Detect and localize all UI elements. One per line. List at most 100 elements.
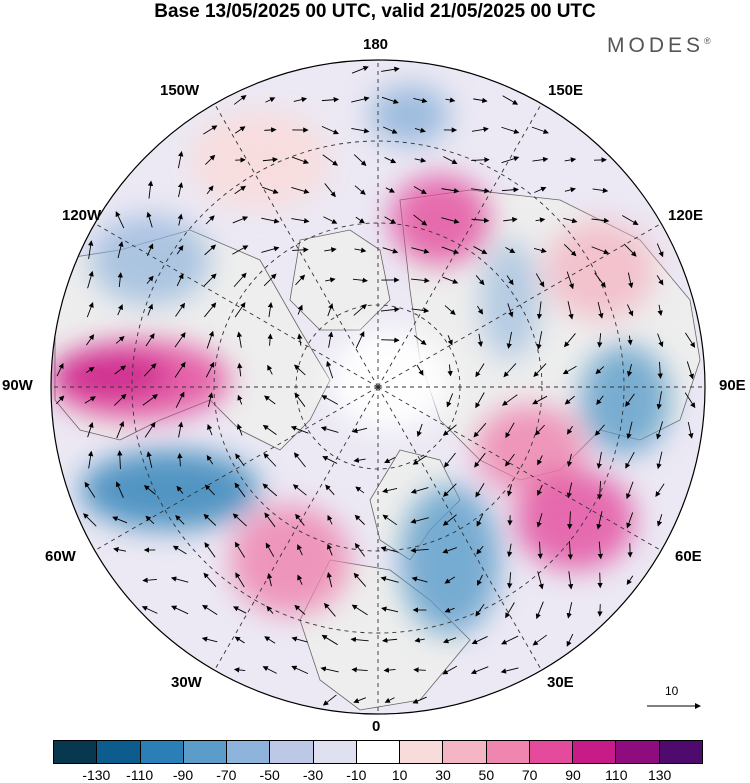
wind-vector	[443, 637, 457, 644]
wind-vector	[294, 604, 306, 615]
wind-vector	[383, 667, 396, 673]
wind-vector	[563, 217, 578, 224]
wind-vector	[657, 304, 663, 317]
anomaly-pos-40w	[230, 505, 350, 615]
wind-vector	[323, 216, 338, 224]
wind-vector	[292, 247, 309, 253]
wind-vector	[353, 697, 367, 704]
wind-vector	[533, 363, 547, 378]
colorbar-swatch	[270, 741, 314, 763]
wind-vector	[172, 545, 187, 555]
wind-vector	[291, 187, 310, 194]
wind-vector	[380, 576, 399, 583]
meridian-line	[377, 386, 662, 551]
colorbar-swatch	[659, 741, 702, 763]
wind-vector	[175, 302, 186, 317]
wind-vector	[326, 543, 333, 556]
wind-vector	[174, 361, 186, 378]
wind-vector	[383, 126, 398, 134]
wind-vector	[325, 277, 336, 283]
wind-vector	[233, 667, 246, 673]
wind-vector	[441, 246, 460, 255]
wind-vector	[413, 667, 426, 673]
wind-vector	[507, 484, 513, 497]
wind-vector	[355, 331, 365, 349]
wind-vector	[566, 633, 574, 647]
wind-vector	[293, 452, 306, 468]
wind-vector	[264, 636, 276, 644]
wind-vector	[471, 187, 490, 194]
wind-vector	[596, 395, 604, 406]
wind-vector	[564, 395, 575, 405]
wind-vector	[411, 576, 428, 583]
wind-vector	[411, 277, 430, 284]
wind-vector	[145, 515, 155, 525]
colorbar-tick-label: -130	[82, 767, 111, 783]
wind-vector	[353, 572, 367, 587]
label-90e: 90E	[719, 377, 746, 394]
wind-vector	[321, 97, 340, 103]
wind-vector	[175, 514, 185, 525]
wind-vector	[413, 97, 428, 104]
wind-vector	[114, 365, 127, 375]
wind-vector	[532, 156, 549, 163]
wind-vector	[291, 665, 309, 675]
wind-vector	[413, 214, 428, 226]
wind-vector	[237, 394, 243, 405]
wind-vector	[117, 450, 123, 469]
meridian-line	[377, 103, 542, 388]
wind-vector	[566, 425, 573, 435]
pole-neutral	[330, 330, 450, 430]
wind-vector	[322, 456, 338, 464]
wind-vector	[55, 395, 65, 405]
wind-vector	[115, 211, 125, 229]
wind-vector	[321, 634, 338, 646]
colorbar-tick-label: -30	[302, 767, 324, 783]
meridian-line	[94, 386, 379, 551]
wind-vector	[470, 666, 489, 675]
wind-vector	[412, 696, 427, 704]
wind-vector	[537, 484, 543, 496]
wind-vector	[323, 602, 336, 617]
wind-vector	[232, 245, 249, 255]
wind-vector	[381, 306, 400, 313]
wind-vector	[87, 450, 94, 469]
wind-vector	[117, 241, 124, 259]
wind-vector	[327, 303, 334, 317]
wind-vector	[447, 335, 453, 346]
wind-vector	[656, 243, 664, 258]
wind-vector	[442, 514, 457, 526]
wind-vector	[262, 186, 279, 194]
wind-vector	[88, 240, 94, 259]
wind-vector	[381, 606, 399, 613]
wind-vector	[322, 694, 337, 706]
wind-vector	[262, 424, 277, 435]
label-0: 0	[372, 718, 381, 735]
colorbar-swatch	[616, 741, 660, 763]
wind-vector	[410, 517, 429, 524]
colorbar-swatch	[227, 741, 271, 763]
wind-vector	[351, 667, 368, 673]
colorbar-swatch	[529, 741, 574, 763]
wind-vector	[564, 157, 577, 163]
wind-vector	[384, 157, 397, 164]
wind-vector	[414, 127, 426, 133]
wind-vector	[567, 301, 574, 320]
wind-vector	[442, 276, 459, 284]
wind-vector	[501, 394, 518, 406]
wind-vector	[626, 363, 633, 377]
wind-vector	[506, 275, 514, 286]
wind-vector	[117, 304, 123, 316]
wind-vector	[170, 576, 189, 583]
meridian-line	[94, 223, 379, 388]
wind-vector	[444, 607, 455, 613]
meridian-line	[377, 223, 662, 388]
brand-logo: MODES®	[607, 34, 711, 58]
wind-vector	[567, 571, 574, 590]
wind-vector	[414, 157, 427, 163]
wind-vector	[207, 424, 213, 436]
label-30e: 30E	[547, 674, 574, 691]
wind-vector	[297, 304, 303, 315]
wind-vector	[204, 542, 216, 558]
wind-vector	[206, 185, 214, 195]
